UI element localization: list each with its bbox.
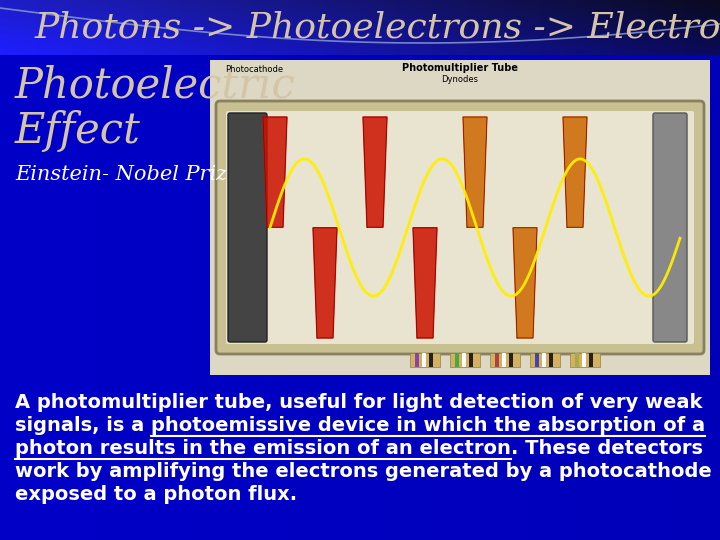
FancyBboxPatch shape — [653, 113, 687, 342]
Text: Photoelectric: Photoelectric — [15, 65, 296, 107]
Polygon shape — [563, 117, 587, 227]
Bar — [415, 353, 419, 367]
Bar — [210, 60, 710, 375]
FancyBboxPatch shape — [228, 113, 267, 342]
Bar — [575, 353, 579, 367]
Text: Photomultiplier Tube: Photomultiplier Tube — [402, 63, 518, 73]
Bar — [549, 353, 553, 367]
Polygon shape — [313, 228, 337, 338]
Polygon shape — [363, 117, 387, 227]
FancyBboxPatch shape — [226, 111, 694, 344]
Bar — [429, 353, 433, 367]
Text: Effect: Effect — [15, 110, 141, 152]
Text: exposed to a photon flux.: exposed to a photon flux. — [15, 485, 297, 504]
Bar — [462, 353, 466, 367]
Bar — [502, 353, 506, 367]
Bar — [455, 353, 459, 367]
Text: signals, is a: signals, is a — [15, 416, 151, 435]
Bar — [582, 353, 586, 367]
Bar — [450, 353, 480, 367]
Text: work by amplifying the electrons generated by a photocathode: work by amplifying the electrons generat… — [15, 462, 712, 481]
Bar — [469, 353, 473, 367]
Text: photoemissive device in which the absorption of a: photoemissive device in which the absorp… — [151, 416, 705, 435]
Text: photon results in the emission of an electron: photon results in the emission of an ele… — [15, 439, 511, 458]
Bar — [509, 353, 513, 367]
Bar — [542, 353, 546, 367]
Bar — [530, 353, 560, 367]
Bar — [495, 353, 499, 367]
Bar — [422, 353, 426, 367]
FancyBboxPatch shape — [216, 101, 704, 354]
Polygon shape — [513, 228, 537, 338]
Bar — [535, 353, 539, 367]
Bar — [490, 353, 520, 367]
Text: Photocathode: Photocathode — [225, 65, 283, 74]
Bar — [410, 353, 440, 367]
Text: Dynodes: Dynodes — [441, 75, 479, 84]
Text: Photons -> Photoelectrons -> Electrons: Photons -> Photoelectrons -> Electrons — [35, 10, 720, 44]
Polygon shape — [263, 117, 287, 227]
Polygon shape — [413, 228, 437, 338]
Bar — [570, 353, 600, 367]
Text: . These detectors: . These detectors — [511, 439, 703, 458]
Text: A photomultiplier tube, useful for light detection of very weak: A photomultiplier tube, useful for light… — [15, 393, 703, 412]
Polygon shape — [463, 117, 487, 227]
Bar — [589, 353, 593, 367]
Text: Einstein- Nobel Prize 1921: Einstein- Nobel Prize 1921 — [15, 165, 299, 184]
